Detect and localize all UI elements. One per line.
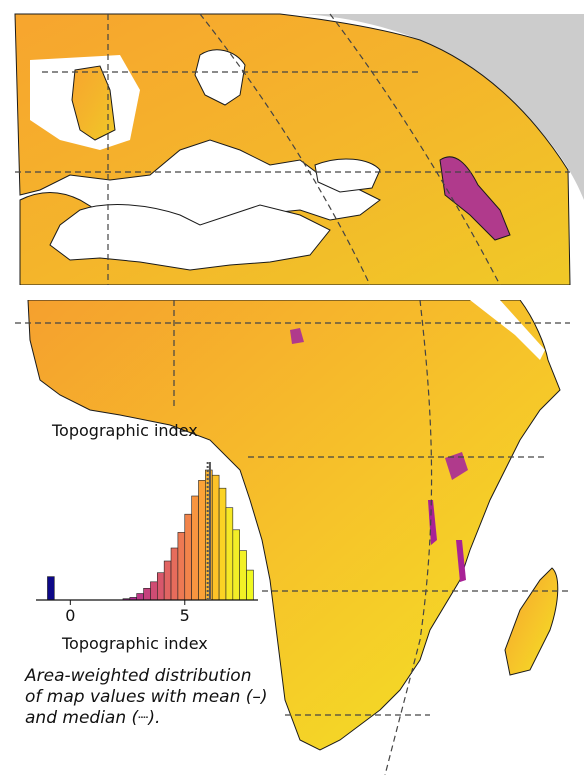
- histogram-x-label: Topographic index: [62, 634, 208, 653]
- rift-lake-malawi: [456, 540, 466, 582]
- land-africa: [27, 300, 561, 751]
- land-europe: [14, 13, 571, 285]
- map-panel-europe: [0, 0, 584, 285]
- rift-lake-victoria: [445, 452, 468, 480]
- x-tick-label-0: 0: [65, 606, 76, 625]
- mediterranean-sea: [49, 204, 331, 271]
- graticule-europe: [15, 13, 570, 285]
- graticule-africa: [15, 300, 570, 775]
- out-of-globe-region: [300, 14, 584, 200]
- land-madagascar: [504, 567, 559, 676]
- caspian-region: [439, 156, 511, 241]
- x-tick-label-5: 5: [179, 606, 190, 625]
- land-british-isles: [71, 65, 116, 141]
- europe-map: [14, 13, 584, 285]
- baltic-sea: [194, 49, 246, 106]
- caption: Area-weighted distribution of map values…: [25, 666, 268, 728]
- lake-chad: [290, 328, 304, 344]
- inset-title: Topographic index: [52, 421, 198, 440]
- map-panel-africa: [0, 300, 584, 775]
- red-sea: [470, 300, 545, 360]
- black-sea: [314, 158, 381, 193]
- africa-map: [15, 300, 570, 775]
